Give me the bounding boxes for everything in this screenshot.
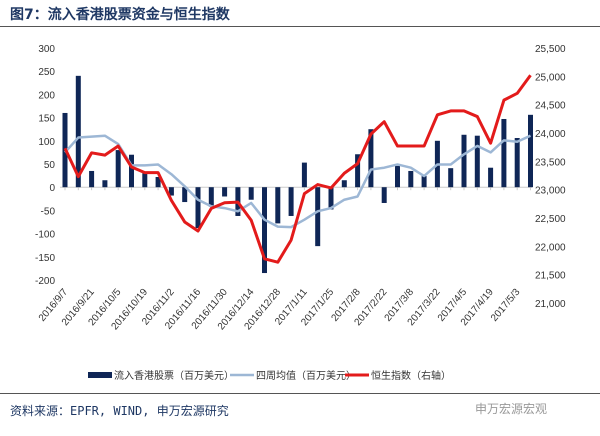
- bar-inflow: [301, 162, 307, 188]
- bar-inflow: [288, 187, 294, 216]
- left-axis-tick-label: 300: [38, 44, 55, 55]
- bar-inflow: [129, 154, 134, 188]
- source-divider: [0, 393, 600, 394]
- bar-inflow: [448, 168, 454, 188]
- bar-inflow: [115, 150, 121, 188]
- bar-inflow: [222, 187, 228, 197]
- bar-inflow: [315, 187, 321, 247]
- left-axis-tick-label: 150: [38, 114, 55, 125]
- bar-inflow: [75, 75, 81, 188]
- bar-inflow: [262, 187, 267, 274]
- right-axis-tick-label: 23,000: [535, 186, 566, 197]
- right-axis-tick-label: 25,000: [535, 72, 566, 83]
- line-four-week-average: [64, 134, 532, 229]
- left-axis-tick-label: 100: [38, 137, 55, 148]
- title-divider: [0, 26, 600, 27]
- source-note: 资料来源：EPFR, WIND, 申万宏源研究: [10, 404, 229, 418]
- legend-swatch-inflow: [88, 372, 112, 378]
- right-axis-tick-label: 24,500: [535, 101, 566, 112]
- bar-inflow: [142, 173, 148, 188]
- bar-inflow: [275, 187, 281, 224]
- bar-inflow: [168, 187, 174, 196]
- legend-label: 恒生指数（右轴）: [371, 369, 451, 382]
- bar-inflow: [328, 187, 334, 210]
- right-axis-tick-label: 25,500: [535, 44, 566, 55]
- bar-inflow: [102, 180, 108, 188]
- left-axis-tick-label: 200: [38, 90, 55, 101]
- bar-inflow: [421, 176, 427, 188]
- right-axis-tick-label: 24,000: [535, 129, 566, 140]
- bar-inflow: [381, 187, 387, 203]
- legend-label: 四周均值（百万美元）: [256, 369, 356, 382]
- right-axis-tick-label: 22,500: [535, 214, 566, 225]
- left-axis-tick-label: -50: [41, 206, 56, 217]
- bar-inflow: [395, 165, 400, 188]
- bar-inflow: [89, 170, 95, 188]
- bar-inflow: [182, 187, 188, 203]
- bar-inflow: [155, 176, 161, 188]
- left-axis-tick-label: 50: [44, 160, 56, 171]
- bar-inflow: [488, 167, 494, 188]
- left-axis-tick-label: -150: [35, 253, 55, 264]
- bar-inflow: [528, 114, 533, 188]
- line-hang-seng-index: [63, 74, 532, 264]
- right-axis-tick-label: 23,500: [535, 157, 566, 168]
- left-axis-tick-label: 250: [38, 67, 55, 78]
- figure-title: 图7：流入香港股票资金与恒生指数: [10, 7, 230, 23]
- bar-inflow: [501, 118, 507, 188]
- bar-inflow: [408, 170, 414, 188]
- bar-inflow: [248, 187, 254, 200]
- bar-inflow: [474, 135, 480, 188]
- bar-inflow: [368, 129, 374, 188]
- left-axis-tick-label: -200: [35, 276, 55, 287]
- right-axis-tick-label: 22,000: [535, 242, 566, 253]
- watermark: 申万宏源宏观: [475, 402, 548, 416]
- right-axis-tick-label: 21,000: [535, 299, 566, 310]
- bar-inflow: [341, 180, 347, 188]
- left-axis-tick-label: 0: [49, 183, 55, 194]
- legend-label: 流入香港股票（百万美元）: [114, 369, 234, 382]
- bar-inflow: [461, 134, 467, 188]
- bar-inflow: [208, 187, 214, 207]
- left-axis-tick-label: -100: [35, 230, 55, 241]
- x-axis-tick-label: 2017/5/3: [489, 287, 523, 324]
- bar-inflow: [514, 138, 520, 188]
- right-axis-tick-label: 21,500: [535, 271, 566, 282]
- bar-inflow: [355, 154, 361, 188]
- bar-inflow: [195, 187, 201, 229]
